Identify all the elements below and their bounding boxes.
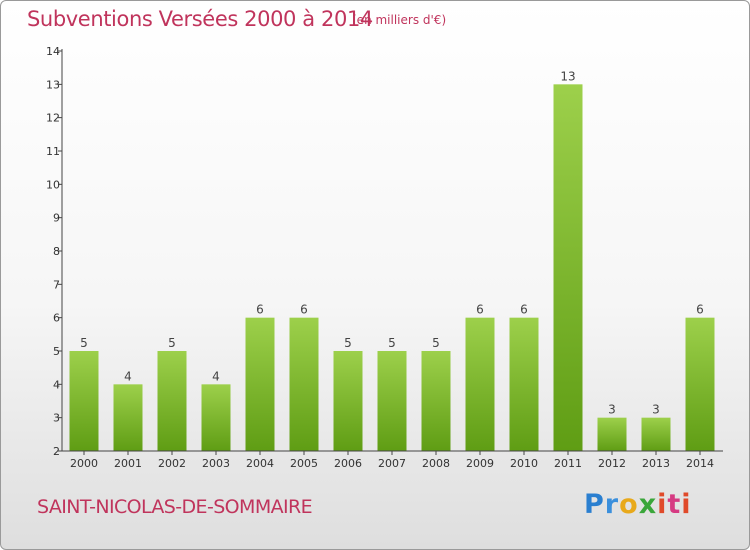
bar-2014 [685,317,715,451]
bar-2010 [509,317,539,451]
bar-value-label: 6 [256,303,264,317]
bar-value-label: 6 [696,303,704,317]
bar-2004 [245,317,275,451]
bar-value-label: 6 [476,303,484,317]
y-tick-label: 4 [53,378,60,391]
x-tick-label: 2004 [246,457,274,470]
chart-subtitle: (en milliers d'€) [352,13,447,27]
x-tick-label: 2001 [114,457,142,470]
bar-value-label: 5 [80,336,88,350]
bar-2002 [157,351,187,451]
bar-value-label: 6 [300,303,308,317]
x-tick-label: 2005 [290,457,318,470]
x-tick-label: 2012 [598,457,626,470]
y-tick-label: 3 [53,412,60,425]
y-tick-label: 14 [46,45,60,58]
bar-2000 [69,351,99,451]
x-tick-label: 2010 [510,457,538,470]
y-tick-label: 5 [53,345,60,358]
bar-2005 [289,317,319,451]
x-tick-label: 2002 [158,457,186,470]
x-tick-label: 2014 [686,457,714,470]
bar-value-label: 6 [520,303,528,317]
bar-2006 [333,351,363,451]
bar-2008 [421,351,451,451]
bar-2012 [597,417,627,451]
y-tick-label: 2 [53,445,60,458]
bar-2001 [113,384,143,451]
bar-value-label: 5 [388,336,396,350]
commune-name: SAINT-NICOLAS-DE-SOMMAIRE [37,496,313,518]
bar-2011 [553,84,583,451]
chart-title: Subventions Versées 2000 à 2014 [27,7,373,31]
bar-value-label: 5 [168,336,176,350]
x-tick-label: 2011 [554,457,582,470]
bar-value-label: 13 [560,69,575,83]
proxiti-logo: Proxiti [584,489,692,520]
bars-layer: 5 4 5 4 6 6 5 5 5 6 6 13 3 3 6 [69,69,715,451]
bar-2009 [465,317,495,451]
bar-value-label: 5 [344,336,352,350]
x-tick-label: 2008 [422,457,450,470]
bar-value-label: 4 [212,369,220,383]
bar-value-label: 3 [608,403,616,417]
y-tick-label: 6 [53,312,60,325]
y-tick-label: 13 [46,78,60,91]
bar-2003 [201,384,231,451]
bar-value-label: 3 [652,403,660,417]
bar-value-label: 4 [124,369,132,383]
bar-value-label: 5 [432,336,440,350]
x-tick-label: 2000 [70,457,98,470]
y-tick-label: 9 [53,212,60,225]
x-tick-label: 2009 [466,457,494,470]
x-tick-label: 2003 [202,457,230,470]
x-tick-label: 2013 [642,457,670,470]
bar-2013 [641,417,671,451]
y-tick-label: 11 [46,145,60,158]
x-tick-label: 2007 [378,457,406,470]
y-tick-label: 10 [46,178,60,191]
axis-layer: 2000 2001 2002 2003 2004 2005 2006 2007 2008 2009… [46,45,723,470]
y-tick-label: 12 [46,112,60,125]
y-tick-label: 8 [53,245,60,258]
bar-2007 [377,351,407,451]
y-tick-label: 7 [53,278,60,291]
x-tick-label: 2006 [334,457,362,470]
